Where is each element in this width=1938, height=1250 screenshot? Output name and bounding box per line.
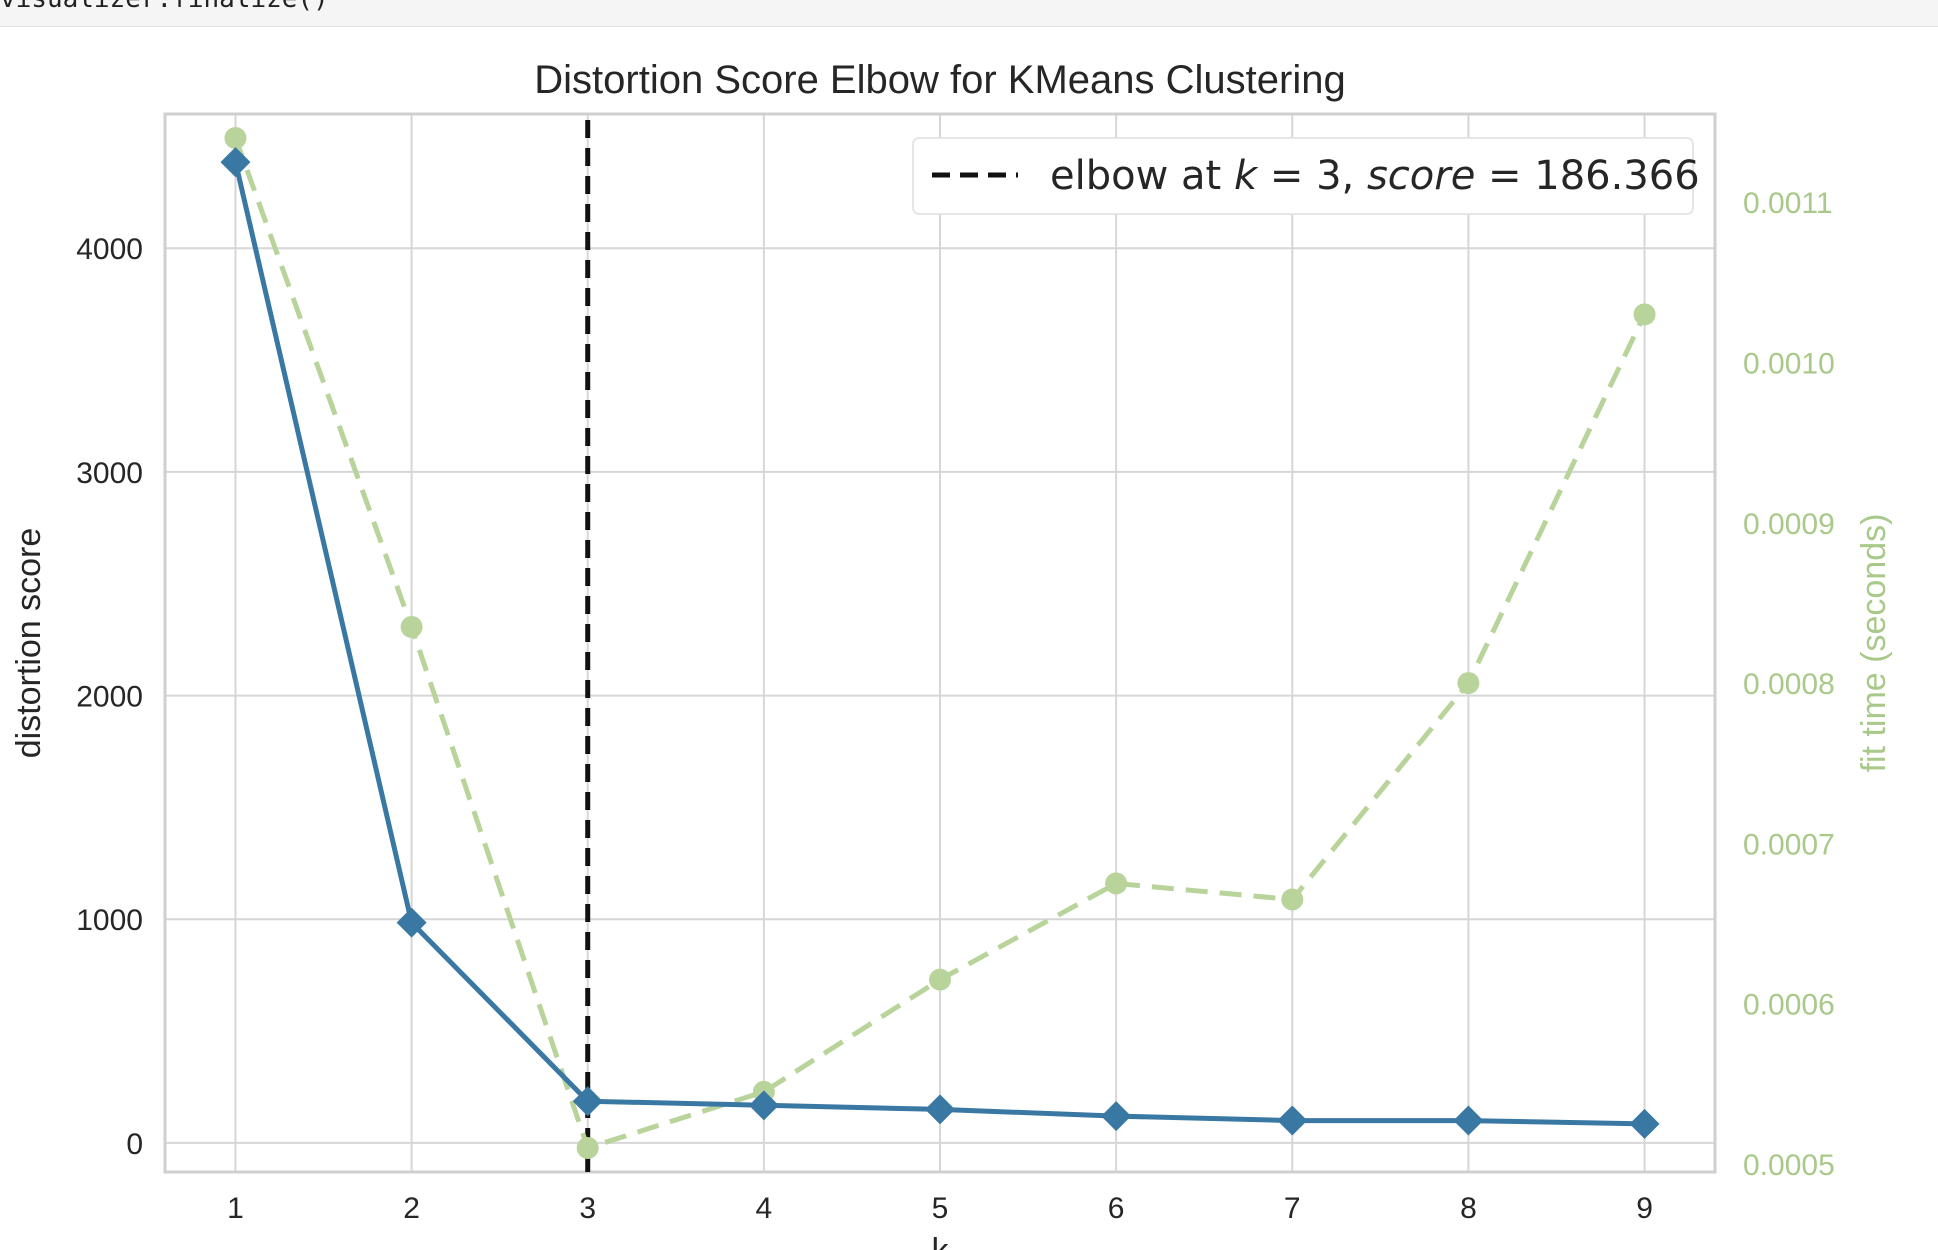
- x-tick-label-4: 4: [756, 1192, 773, 1225]
- x-tick-label-3: 3: [579, 1192, 596, 1225]
- point-distortion-k8: [1453, 1105, 1484, 1136]
- y2-tick-label-0.0005: 0.0005: [1743, 1149, 1835, 1182]
- series-fit_time: [224, 127, 1656, 1159]
- code-cell-strip: visualizer.finalize(): [0, 0, 1938, 27]
- series-distortion: [220, 147, 1660, 1139]
- y-tick-label-2000: 2000: [76, 681, 143, 714]
- x-tick-label-1: 1: [227, 1192, 244, 1225]
- point-fit_time-k3: [576, 1136, 599, 1159]
- legend: elbow at k = 3, score = 186.366: [912, 137, 1700, 215]
- chart-title: Distortion Score Elbow for KMeans Cluste…: [534, 58, 1345, 102]
- point-fit_time-k6: [1105, 872, 1128, 895]
- y2-tick-label-0.0007: 0.0007: [1743, 828, 1835, 861]
- legend-prefix: elbow at: [1050, 153, 1234, 199]
- point-distortion-k9: [1629, 1108, 1660, 1139]
- y2-tick-label-0.0011: 0.0011: [1743, 187, 1833, 220]
- point-fit_time-k8: [1457, 672, 1480, 695]
- x-tick-label-9: 9: [1636, 1192, 1653, 1225]
- y2-tick-label-0.0010: 0.0010: [1743, 347, 1835, 380]
- point-distortion-k3: [572, 1086, 603, 1117]
- legend-eq-2: =: [1475, 153, 1534, 199]
- legend-score-symbol: score: [1367, 153, 1475, 199]
- legend-k-value: 3: [1316, 153, 1341, 199]
- y-tick-label-0: 0: [126, 1128, 143, 1161]
- y-tick-label-4000: 4000: [76, 233, 143, 266]
- x-axis-label: k: [932, 1232, 950, 1250]
- legend-box: [912, 137, 1694, 215]
- y-tick-label-1000: 1000: [76, 904, 143, 937]
- y2-tick-label-0.0009: 0.0009: [1743, 508, 1835, 541]
- legend-text: elbow at k = 3, score = 186.366: [1050, 153, 1700, 199]
- y-axis-label: distortion score: [10, 528, 48, 759]
- x-tick-label-5: 5: [932, 1192, 949, 1225]
- legend-eq-1: =: [1257, 153, 1316, 199]
- legend-sep: ,: [1342, 153, 1367, 199]
- y2-tick-label-0.0008: 0.0008: [1743, 668, 1835, 701]
- x-tick-label-6: 6: [1108, 1192, 1125, 1225]
- code-cell-text: visualizer.finalize(): [0, 0, 329, 14]
- point-fit_time-k1: [224, 127, 247, 150]
- plot-frame: [163, 112, 1717, 1174]
- point-distortion-k4: [748, 1090, 779, 1121]
- legend-score-value: 186.366: [1534, 153, 1699, 199]
- y-tick-label-3000: 3000: [76, 457, 143, 490]
- point-distortion-k1: [220, 147, 251, 178]
- x-tick-label-2: 2: [403, 1192, 420, 1225]
- point-fit_time-k2: [400, 615, 423, 638]
- point-distortion-k5: [925, 1094, 955, 1125]
- point-fit_time-k9: [1633, 303, 1656, 326]
- point-distortion-k6: [1101, 1101, 1132, 1132]
- y2-tick-label-0.0006: 0.0006: [1743, 989, 1835, 1022]
- legend-k-symbol: k: [1234, 153, 1259, 199]
- point-fit_time-k7: [1281, 888, 1304, 911]
- y2-axis-label: fit time (seconds): [1855, 514, 1893, 773]
- x-tick-label-8: 8: [1460, 1192, 1477, 1225]
- point-distortion-k2: [396, 907, 427, 938]
- point-fit_time-k5: [929, 968, 951, 991]
- x-tick-label-7: 7: [1284, 1192, 1301, 1225]
- point-distortion-k7: [1277, 1105, 1308, 1136]
